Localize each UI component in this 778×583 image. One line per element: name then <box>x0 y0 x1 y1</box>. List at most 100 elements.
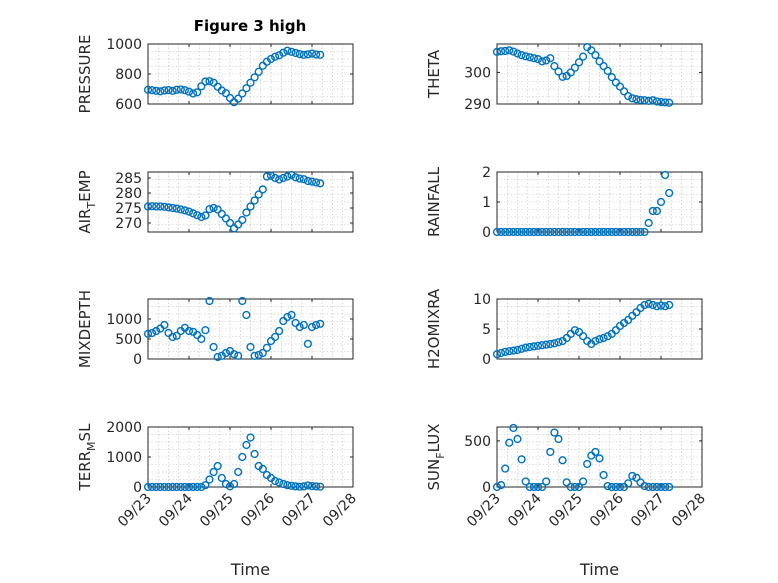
y-axis-label: MIXDEPTH <box>76 290 94 368</box>
data-point <box>574 227 584 237</box>
y-tick-label: 800 <box>115 67 142 83</box>
data-point <box>628 227 637 237</box>
data-point <box>578 52 588 61</box>
data-point <box>242 84 251 93</box>
data-point <box>209 78 218 87</box>
data-point <box>316 50 325 59</box>
data-point <box>299 482 308 491</box>
data-point <box>160 320 169 330</box>
data-point <box>172 204 181 213</box>
data-point <box>164 482 173 492</box>
data-point <box>570 63 580 72</box>
data-point <box>152 326 161 336</box>
data-point <box>533 227 543 237</box>
y-tick-label: 275 <box>115 201 142 217</box>
data-point <box>160 202 169 211</box>
data-point <box>640 481 649 491</box>
data-point <box>603 481 612 491</box>
y-tick-label: 0 <box>133 352 142 368</box>
data-point <box>624 92 633 101</box>
data-point <box>238 452 247 462</box>
subplot-6: 0 5 10 H2OMIXRA <box>425 288 703 369</box>
data-point <box>492 227 502 237</box>
data-point <box>632 227 641 237</box>
y-tick-label: 2000 <box>106 420 142 436</box>
data-point <box>176 85 185 94</box>
y-tick-label: 2 <box>482 165 491 181</box>
data-point <box>193 211 202 220</box>
x-axis-label: Time <box>230 560 270 579</box>
data-point <box>275 175 284 184</box>
data-point <box>209 203 218 213</box>
data-point <box>303 50 313 59</box>
data-point <box>492 350 502 359</box>
data-point <box>164 85 173 95</box>
data-point <box>287 170 296 180</box>
data-point <box>619 87 629 96</box>
data-point <box>648 96 657 105</box>
data-point <box>172 482 181 492</box>
data-point <box>542 340 551 349</box>
data-point <box>509 47 518 56</box>
data-point <box>537 227 547 237</box>
data-point <box>497 47 506 56</box>
x-tick-label: 09/23 <box>115 491 155 531</box>
data-point <box>591 227 600 237</box>
data-point <box>238 215 247 225</box>
data-point <box>587 227 596 237</box>
data-point <box>143 329 153 338</box>
data-point <box>234 94 243 103</box>
data-point <box>624 227 633 237</box>
data-point <box>505 227 514 237</box>
data-point <box>152 86 161 95</box>
subplot-4: 0 1 2 RAINFALL <box>425 165 703 241</box>
y-axis-label: AIRTEMP <box>76 170 98 233</box>
data-point <box>180 206 190 215</box>
data-point <box>554 67 563 76</box>
data-point <box>262 343 272 352</box>
data-point <box>168 86 177 95</box>
data-point <box>615 82 625 91</box>
subplot-2: 290 300 THETA <box>425 43 703 113</box>
data-point <box>258 464 267 474</box>
data-point <box>152 482 161 492</box>
data-point <box>554 338 563 347</box>
data-point <box>501 464 510 473</box>
data-point <box>168 203 177 213</box>
data-point <box>279 173 288 183</box>
data-point <box>180 482 190 492</box>
data-point <box>258 185 267 194</box>
data-point <box>312 50 321 59</box>
y-axis-label: PRESSURE <box>76 35 94 114</box>
data-point <box>529 54 539 63</box>
data-point <box>611 482 621 492</box>
data-point <box>644 299 653 308</box>
y-tick-label: 500 <box>115 332 142 348</box>
data-point <box>287 47 296 56</box>
data-point <box>258 348 267 358</box>
subplot-1: 600 800 1000 PRESSURE <box>76 35 354 114</box>
x-tick-label: 09/26 <box>238 490 278 530</box>
data-point <box>529 482 539 492</box>
data-point <box>632 95 641 104</box>
data-point <box>501 347 510 356</box>
data-point <box>595 57 604 66</box>
data-point <box>205 205 214 214</box>
data-point <box>656 482 666 492</box>
data-point <box>275 478 284 487</box>
data-point <box>525 227 534 237</box>
data-point <box>505 438 514 447</box>
data-point <box>501 46 510 56</box>
data-point <box>542 56 551 65</box>
data-point <box>640 300 649 310</box>
data-point <box>611 227 621 237</box>
data-point <box>660 302 670 311</box>
data-point <box>509 227 518 237</box>
data-point <box>558 227 567 237</box>
data-point <box>599 333 608 343</box>
data-point <box>533 482 543 492</box>
data-point <box>529 227 539 237</box>
data-point <box>172 331 181 340</box>
